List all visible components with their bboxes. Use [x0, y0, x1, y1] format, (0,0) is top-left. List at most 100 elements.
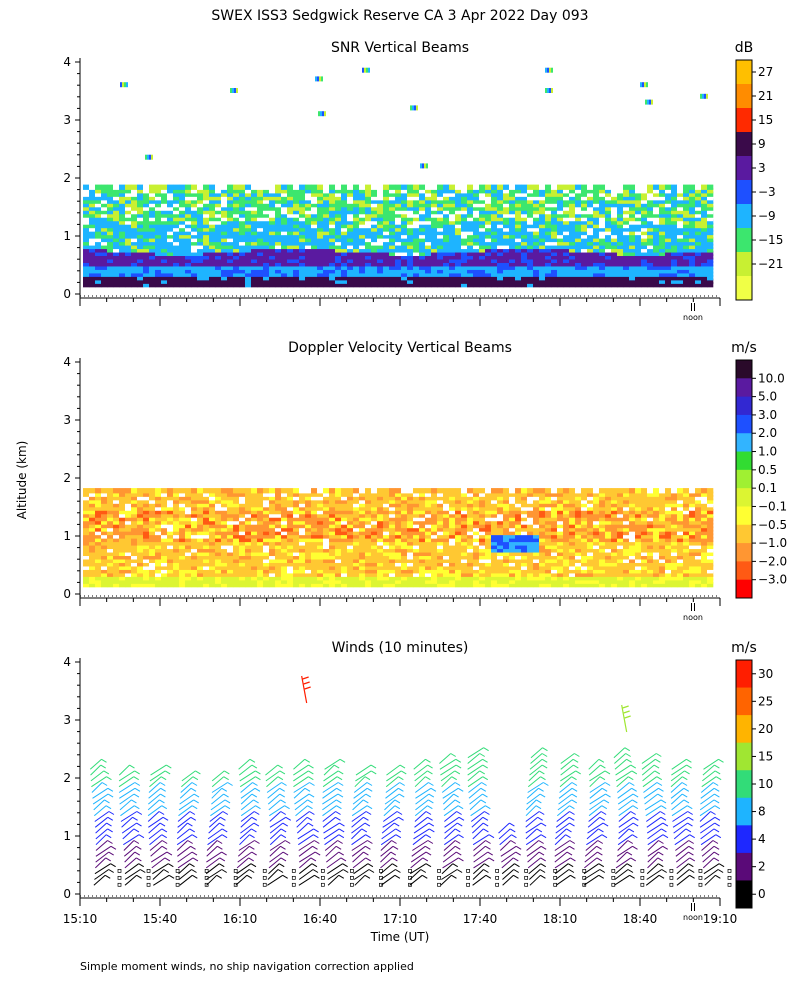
doppler-cell	[329, 568, 336, 574]
doppler-cell	[215, 540, 222, 546]
snr-cell	[401, 202, 408, 208]
doppler-cell	[353, 508, 360, 515]
snr-cell	[653, 195, 660, 201]
doppler-cell	[311, 543, 318, 550]
snr-cell	[335, 233, 342, 239]
snr-cell	[665, 208, 672, 215]
snr-cell	[431, 215, 438, 222]
snr-cell	[635, 229, 642, 236]
doppler-cell	[371, 519, 378, 525]
snr-cell	[317, 222, 324, 229]
snr-cell	[341, 264, 348, 270]
snr-cell	[305, 219, 312, 225]
doppler-cell	[407, 529, 414, 536]
snr-cell	[557, 184, 564, 190]
doppler-cell	[419, 495, 426, 501]
snr-cell	[155, 233, 162, 239]
doppler-cell	[383, 578, 390, 584]
doppler-cell	[263, 575, 270, 581]
doppler-cell	[245, 550, 252, 557]
snr-cell	[263, 222, 270, 229]
doppler-cell	[347, 550, 354, 557]
snr-cell	[221, 229, 228, 236]
doppler-cell	[107, 505, 114, 511]
doppler-cell	[245, 554, 252, 560]
snr-cell	[179, 198, 186, 204]
snr-cell	[581, 191, 588, 197]
doppler-cell	[119, 547, 126, 553]
snr-cell	[509, 208, 516, 215]
doppler-cell	[449, 495, 456, 501]
doppler-cell	[347, 522, 354, 529]
snr-cell	[209, 236, 216, 243]
doppler-cell	[443, 536, 450, 543]
doppler-cell	[305, 547, 312, 553]
doppler-cell	[431, 519, 438, 525]
snr-cell	[353, 240, 360, 246]
doppler-cell	[167, 495, 174, 501]
snr-cell	[587, 198, 594, 204]
snr-cell	[395, 195, 402, 201]
snr-cell	[689, 275, 696, 281]
doppler-cell	[101, 495, 108, 501]
snr-cell	[227, 195, 234, 201]
doppler-cell	[299, 536, 306, 543]
snr-cell	[131, 278, 138, 284]
snr-cell	[653, 282, 660, 288]
doppler-cell	[131, 554, 138, 560]
snr-cell	[155, 257, 162, 263]
snr-cell	[623, 275, 630, 281]
snr-cell	[695, 198, 702, 204]
snr-cell	[131, 208, 138, 215]
snr-cell	[173, 275, 180, 281]
snr-cell	[359, 247, 366, 253]
snr-cell	[389, 275, 396, 281]
doppler-cell	[341, 491, 348, 497]
doppler-cell	[455, 575, 462, 581]
doppler-cell	[149, 568, 156, 574]
snr-cell	[287, 264, 294, 270]
doppler-cell	[137, 582, 144, 588]
snr-cell	[449, 278, 456, 284]
snr-cell	[335, 191, 342, 197]
snr-cell	[113, 240, 120, 246]
snr-cell	[419, 195, 426, 201]
snr-cell	[179, 282, 186, 288]
snr-cell	[131, 268, 138, 274]
snr-cell	[563, 188, 570, 194]
snr-cell	[275, 250, 282, 257]
snr-echo-speck	[410, 105, 412, 111]
snr-cell	[239, 219, 246, 225]
snr-cell	[641, 268, 648, 274]
snr-cell	[419, 278, 426, 284]
snr-cell	[521, 268, 528, 274]
snr-cell	[617, 219, 624, 225]
snr-cell	[599, 202, 606, 208]
doppler-cell	[233, 557, 240, 563]
snr-cell	[215, 191, 222, 197]
snr-cell	[239, 188, 246, 194]
snr-cell	[545, 229, 552, 236]
doppler-cell	[83, 505, 90, 511]
snr-cell	[275, 202, 282, 208]
snr-cell	[695, 275, 702, 281]
doppler-cell	[275, 582, 282, 588]
snr-cell	[599, 278, 606, 284]
doppler-cell	[89, 547, 96, 553]
snr-cell	[335, 236, 342, 243]
snr-cell	[581, 226, 588, 232]
snr-cell	[89, 268, 96, 274]
doppler-cell	[251, 540, 258, 546]
doppler-cell	[359, 488, 366, 494]
snr-cell	[365, 254, 372, 260]
doppler-cell	[347, 529, 354, 536]
snr-cell	[179, 264, 186, 270]
snr-cell	[233, 188, 240, 194]
snr-cell	[107, 191, 114, 197]
snr-cell	[197, 240, 204, 246]
snr-cell	[95, 282, 102, 288]
snr-cell	[527, 202, 534, 208]
doppler-cell	[311, 568, 318, 574]
snr-cell	[695, 188, 702, 194]
doppler-cell	[89, 529, 96, 536]
